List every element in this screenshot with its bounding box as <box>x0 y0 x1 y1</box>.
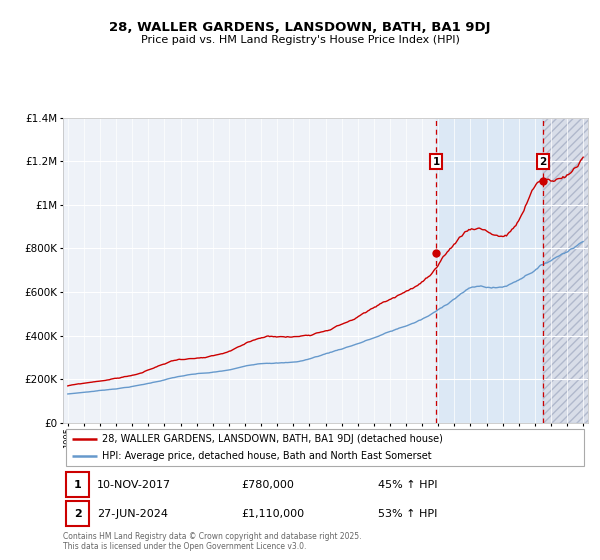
Text: 28, WALLER GARDENS, LANSDOWN, BATH, BA1 9DJ: 28, WALLER GARDENS, LANSDOWN, BATH, BA1 … <box>109 21 491 34</box>
Text: 2: 2 <box>74 509 82 519</box>
Bar <box>543 118 599 423</box>
Bar <box>436 118 543 423</box>
Text: 2: 2 <box>539 157 547 167</box>
Text: Price paid vs. HM Land Registry's House Price Index (HPI): Price paid vs. HM Land Registry's House … <box>140 35 460 45</box>
FancyBboxPatch shape <box>65 472 89 497</box>
Text: £1,110,000: £1,110,000 <box>241 509 305 519</box>
FancyBboxPatch shape <box>65 501 89 526</box>
Text: HPI: Average price, detached house, Bath and North East Somerset: HPI: Average price, detached house, Bath… <box>103 451 432 461</box>
Text: 1: 1 <box>74 480 82 490</box>
Text: 27-JUN-2024: 27-JUN-2024 <box>97 509 168 519</box>
Text: Contains HM Land Registry data © Crown copyright and database right 2025.
This d: Contains HM Land Registry data © Crown c… <box>63 532 361 552</box>
Text: 28, WALLER GARDENS, LANSDOWN, BATH, BA1 9DJ (detached house): 28, WALLER GARDENS, LANSDOWN, BATH, BA1 … <box>103 433 443 444</box>
Text: 53% ↑ HPI: 53% ↑ HPI <box>378 509 437 519</box>
Text: £780,000: £780,000 <box>241 480 295 490</box>
Text: 45% ↑ HPI: 45% ↑ HPI <box>378 480 437 490</box>
Text: 1: 1 <box>433 157 440 167</box>
Text: 10-NOV-2017: 10-NOV-2017 <box>97 480 171 490</box>
Bar <box>543 118 599 423</box>
FancyBboxPatch shape <box>65 429 584 466</box>
